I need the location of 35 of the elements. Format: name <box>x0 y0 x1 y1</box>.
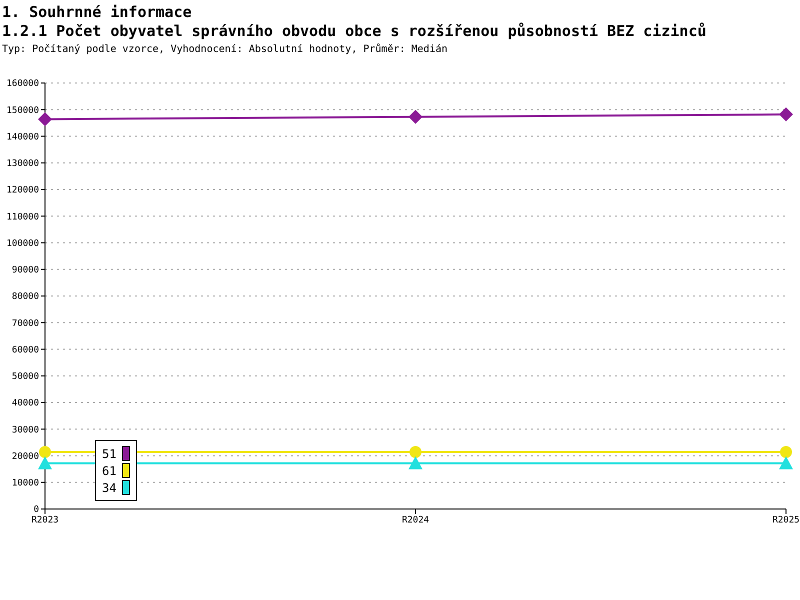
y-tick-label: 0 <box>34 505 39 516</box>
y-tick-label: 60000 <box>12 345 39 356</box>
legend-label: 34 <box>102 480 116 494</box>
point <box>410 446 422 458</box>
y-tick-label: 160000 <box>6 79 39 90</box>
point <box>408 110 422 124</box>
y-tick-label: 70000 <box>12 318 39 329</box>
point <box>779 456 793 470</box>
x-tick-label: R2024 <box>402 515 430 526</box>
point <box>38 456 52 470</box>
x-tick-label: R2023 <box>31 515 59 526</box>
y-tick-label: 80000 <box>12 292 39 302</box>
y-tick-label: 20000 <box>12 452 39 462</box>
y-tick-label: 110000 <box>6 212 39 222</box>
point <box>779 107 793 122</box>
legend-label: 61 <box>102 464 116 478</box>
point <box>39 446 51 458</box>
y-tick-label: 90000 <box>12 266 39 276</box>
y-tick-label: 120000 <box>6 186 39 196</box>
y-tick-label: 100000 <box>6 238 39 249</box>
point <box>780 446 792 458</box>
point <box>408 456 422 470</box>
y-tick-label: 150000 <box>6 106 39 116</box>
y-tick-label: 140000 <box>6 132 39 142</box>
x-tick-label: R2025 <box>772 515 800 526</box>
legend-label: 51 <box>102 446 116 460</box>
y-tick-label: 50000 <box>12 372 39 382</box>
text: Typ: Počítaný podle vzorce, Vyhodnocení: Absolutní hodnoty, Průměr: Medián <box>2 44 448 55</box>
chart-title: 1. Souhrnné informace <box>2 3 192 21</box>
point <box>38 112 52 126</box>
chart-subtitle: 1.2.1 Počet obyvatel správního obvodu obce s rozšířenou působností BEZ cizinců <box>2 22 706 40</box>
y-tick-label: 10000 <box>12 478 39 489</box>
y-tick-label: 40000 <box>12 398 39 409</box>
y-tick-label: 130000 <box>6 159 39 170</box>
y-tick-label: 30000 <box>12 425 39 436</box>
